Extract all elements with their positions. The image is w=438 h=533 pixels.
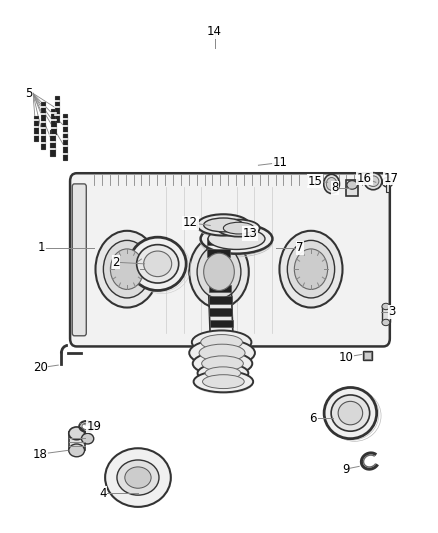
Ellipse shape	[69, 444, 85, 457]
Bar	[69, 432, 85, 450]
Polygon shape	[41, 124, 45, 149]
Ellipse shape	[105, 448, 171, 507]
Text: 15: 15	[308, 175, 323, 188]
Ellipse shape	[81, 433, 94, 444]
Ellipse shape	[125, 467, 151, 488]
Ellipse shape	[193, 352, 252, 375]
Ellipse shape	[382, 319, 390, 326]
Ellipse shape	[202, 375, 244, 389]
Ellipse shape	[367, 176, 379, 187]
Bar	[363, 351, 372, 360]
Text: 2: 2	[112, 256, 120, 269]
Ellipse shape	[189, 340, 255, 366]
Ellipse shape	[129, 237, 186, 290]
Circle shape	[95, 231, 159, 308]
Polygon shape	[207, 238, 230, 245]
Ellipse shape	[204, 218, 243, 232]
Text: 17: 17	[383, 172, 398, 184]
Text: 12: 12	[183, 216, 198, 229]
Ellipse shape	[347, 181, 357, 189]
Ellipse shape	[324, 387, 377, 439]
Bar	[382, 306, 390, 322]
Text: 19: 19	[87, 420, 102, 433]
Ellipse shape	[338, 401, 363, 425]
Text: 4: 4	[99, 487, 107, 499]
Text: 1: 1	[38, 241, 46, 254]
Circle shape	[110, 249, 144, 289]
Polygon shape	[208, 249, 230, 257]
Ellipse shape	[201, 335, 243, 350]
Text: 18: 18	[33, 448, 48, 461]
Polygon shape	[208, 285, 231, 292]
Polygon shape	[207, 237, 233, 337]
Polygon shape	[55, 96, 59, 122]
Polygon shape	[209, 296, 232, 304]
Text: 3: 3	[389, 305, 396, 318]
Circle shape	[324, 174, 339, 193]
Ellipse shape	[382, 303, 390, 310]
Ellipse shape	[194, 371, 253, 392]
Text: 9: 9	[342, 463, 350, 475]
Polygon shape	[34, 116, 38, 141]
Ellipse shape	[198, 364, 248, 383]
Ellipse shape	[208, 228, 265, 249]
Ellipse shape	[197, 214, 250, 236]
Ellipse shape	[144, 251, 172, 277]
Polygon shape	[209, 308, 232, 316]
Ellipse shape	[223, 222, 254, 234]
Circle shape	[279, 231, 343, 308]
Text: 14: 14	[207, 26, 222, 38]
Text: 13: 13	[242, 227, 257, 240]
Ellipse shape	[137, 245, 179, 283]
Ellipse shape	[192, 330, 251, 354]
Polygon shape	[63, 134, 67, 160]
Text: 5: 5	[25, 87, 32, 100]
Polygon shape	[63, 114, 67, 140]
Ellipse shape	[382, 177, 393, 187]
Ellipse shape	[331, 395, 370, 431]
Circle shape	[204, 253, 234, 290]
Text: 6: 6	[309, 412, 317, 425]
Ellipse shape	[218, 220, 260, 237]
Ellipse shape	[201, 224, 272, 254]
Circle shape	[287, 240, 335, 298]
Polygon shape	[41, 102, 45, 128]
Ellipse shape	[205, 367, 241, 379]
Circle shape	[294, 249, 328, 289]
Polygon shape	[208, 261, 231, 269]
FancyBboxPatch shape	[70, 173, 390, 346]
Text: 20: 20	[33, 361, 48, 374]
Ellipse shape	[69, 427, 85, 440]
Circle shape	[189, 236, 249, 308]
Circle shape	[197, 245, 241, 298]
Bar	[346, 180, 358, 196]
Circle shape	[326, 177, 337, 190]
Ellipse shape	[117, 460, 159, 495]
Ellipse shape	[364, 173, 382, 190]
Polygon shape	[210, 320, 233, 327]
Polygon shape	[51, 109, 56, 134]
Text: 7: 7	[296, 241, 304, 254]
Polygon shape	[50, 130, 55, 156]
Polygon shape	[208, 273, 231, 280]
Text: 16: 16	[357, 172, 372, 184]
Text: 8: 8	[332, 181, 339, 194]
Bar	[386, 182, 389, 192]
Circle shape	[103, 240, 151, 298]
FancyBboxPatch shape	[72, 184, 86, 336]
Bar	[364, 352, 371, 359]
Ellipse shape	[201, 356, 244, 371]
Text: 11: 11	[273, 156, 288, 169]
Text: 10: 10	[339, 351, 353, 364]
Ellipse shape	[199, 344, 245, 361]
